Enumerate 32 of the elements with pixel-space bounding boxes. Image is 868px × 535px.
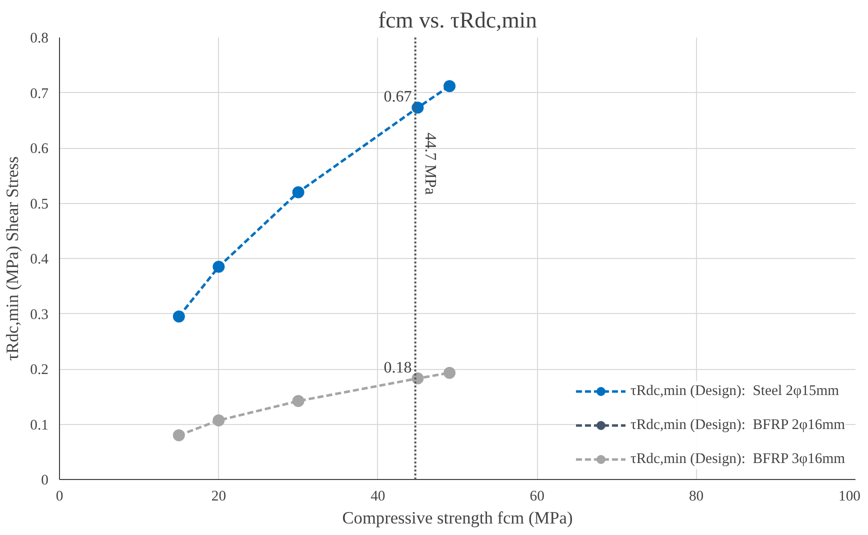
point [172,429,185,442]
y-tick-label: 0.1 [30,417,49,434]
x-tick-label: 80 [688,488,704,504]
y-tick-label: 0.8 [30,30,49,46]
x-tick-label: 20 [211,488,226,504]
legend-label: τRdc,min (Design): BFRP 3φ16mm [630,450,845,468]
y-tick-label: 0.7 [30,86,49,102]
y-tick-label: 0.5 [30,196,49,212]
x-tick-label: 100 [838,488,860,504]
ref-line-label: 44.7 MPa [421,132,438,195]
annotation: 0.67 [384,88,412,106]
y-tick-label: 0.2 [30,362,49,378]
x-tick-label: 40 [370,488,386,504]
annotation: 0.18 [384,359,412,376]
point [212,260,225,273]
point [292,186,304,198]
x-tick-label: 0 [56,488,64,504]
point [212,414,225,426]
y-tick-label: 0.3 [30,306,49,323]
point [444,366,456,379]
legend-label: τRdc,min (Design): BFRP 2φ16mm [630,416,845,434]
x-axis-title: Compressive strength fcm (MPa) [342,508,573,528]
chart-title: fcm vs. τRdc,min [378,8,537,32]
y-tick-label: 0.4 [30,252,50,268]
legend-label: τRdc,min (Design): Steel 2φ15mm [630,382,839,400]
y-tick-label: 0 [41,472,48,488]
point [444,80,456,92]
y-axis-title: τRdc,min (MPa) Shear Stress [3,156,22,361]
point [292,395,304,408]
point [172,310,185,322]
y-tick-label: 0.6 [30,141,49,157]
x-tick-label: 60 [530,488,544,504]
